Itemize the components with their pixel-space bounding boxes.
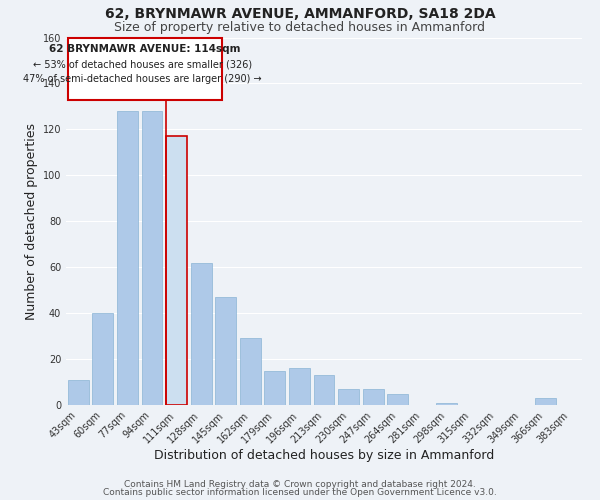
Bar [191,262,212,405]
Text: Contains public sector information licensed under the Open Government Licence v3: Contains public sector information licen… [103,488,497,497]
Bar [68,380,89,405]
Bar [166,136,187,405]
Text: 62, BRYNMAWR AVENUE, AMMANFORD, SA18 2DA: 62, BRYNMAWR AVENUE, AMMANFORD, SA18 2DA [104,8,496,22]
Bar [142,111,163,405]
FancyBboxPatch shape [68,38,222,100]
Bar [265,370,286,405]
X-axis label: Distribution of detached houses by size in Ammanford: Distribution of detached houses by size … [154,449,494,462]
Text: Contains HM Land Registry data © Crown copyright and database right 2024.: Contains HM Land Registry data © Crown c… [124,480,476,489]
Bar [436,402,457,405]
Bar [535,398,556,405]
Bar [362,389,383,405]
Bar [92,313,113,405]
Bar [215,297,236,405]
Bar [387,394,408,405]
Bar [240,338,261,405]
Bar [314,375,334,405]
Y-axis label: Number of detached properties: Number of detached properties [25,122,38,320]
Bar [338,389,359,405]
Bar [117,111,138,405]
Text: 47% of semi-detached houses are larger (290) →: 47% of semi-detached houses are larger (… [23,74,262,84]
Text: ← 53% of detached houses are smaller (326): ← 53% of detached houses are smaller (32… [33,60,253,70]
Text: Size of property relative to detached houses in Ammanford: Size of property relative to detached ho… [115,21,485,34]
Text: 62 BRYNMAWR AVENUE: 114sqm: 62 BRYNMAWR AVENUE: 114sqm [49,44,241,54]
Bar [289,368,310,405]
